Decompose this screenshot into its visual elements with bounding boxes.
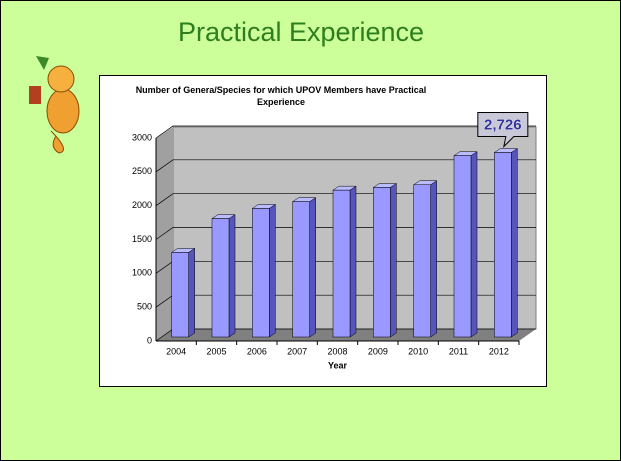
x-tick-label: 2004 bbox=[166, 346, 186, 356]
y-tick-label: 2500 bbox=[132, 166, 152, 176]
x-tick-label: 2009 bbox=[368, 346, 388, 356]
chart: 0 500 1000 1500 2000 2500 3000 2004 2005 2006 2007… bbox=[1, 1, 620, 460]
bar-side bbox=[350, 186, 356, 337]
mascot bbox=[29, 56, 79, 153]
x-tick-label: 2012 bbox=[489, 346, 509, 356]
bar bbox=[212, 219, 229, 337]
x-axis-label: Year bbox=[328, 360, 348, 370]
y-tick-label: 2000 bbox=[132, 200, 152, 210]
bar-side bbox=[189, 248, 195, 337]
x-tick-label: 2010 bbox=[408, 346, 428, 356]
bar bbox=[373, 187, 390, 337]
bar bbox=[252, 208, 269, 337]
bar bbox=[414, 185, 431, 337]
bar-side bbox=[269, 204, 275, 337]
slide: Practical Experience 0500100015002000250… bbox=[0, 0, 621, 461]
y-tick-label: 500 bbox=[137, 302, 152, 312]
value-label: 2,726 bbox=[484, 117, 522, 134]
x-tick-label: 2011 bbox=[449, 346, 468, 356]
y-tick-label: 1000 bbox=[132, 268, 152, 278]
chart-title: Number of Genera/Species for which UPOV … bbox=[131, 84, 431, 108]
bar bbox=[494, 153, 511, 337]
bar-side bbox=[471, 152, 477, 337]
y-tick-label: 3000 bbox=[132, 132, 152, 142]
bar bbox=[454, 156, 471, 337]
x-tick-label: 2005 bbox=[206, 346, 226, 356]
bar bbox=[333, 190, 350, 337]
y-tick-label: 1500 bbox=[132, 234, 152, 244]
bar-side bbox=[229, 215, 235, 337]
x-tick-label: 2008 bbox=[327, 346, 347, 356]
x-tick-label: 2007 bbox=[287, 346, 307, 356]
y-tick-label: 0 bbox=[147, 335, 152, 345]
bar-side bbox=[310, 198, 316, 337]
bar-side bbox=[431, 181, 437, 337]
bar-side bbox=[390, 183, 396, 337]
bar bbox=[172, 252, 189, 337]
bar-side bbox=[511, 149, 517, 337]
side-wall bbox=[156, 127, 173, 341]
x-tick-label: 2006 bbox=[247, 346, 267, 356]
bar bbox=[293, 202, 310, 337]
